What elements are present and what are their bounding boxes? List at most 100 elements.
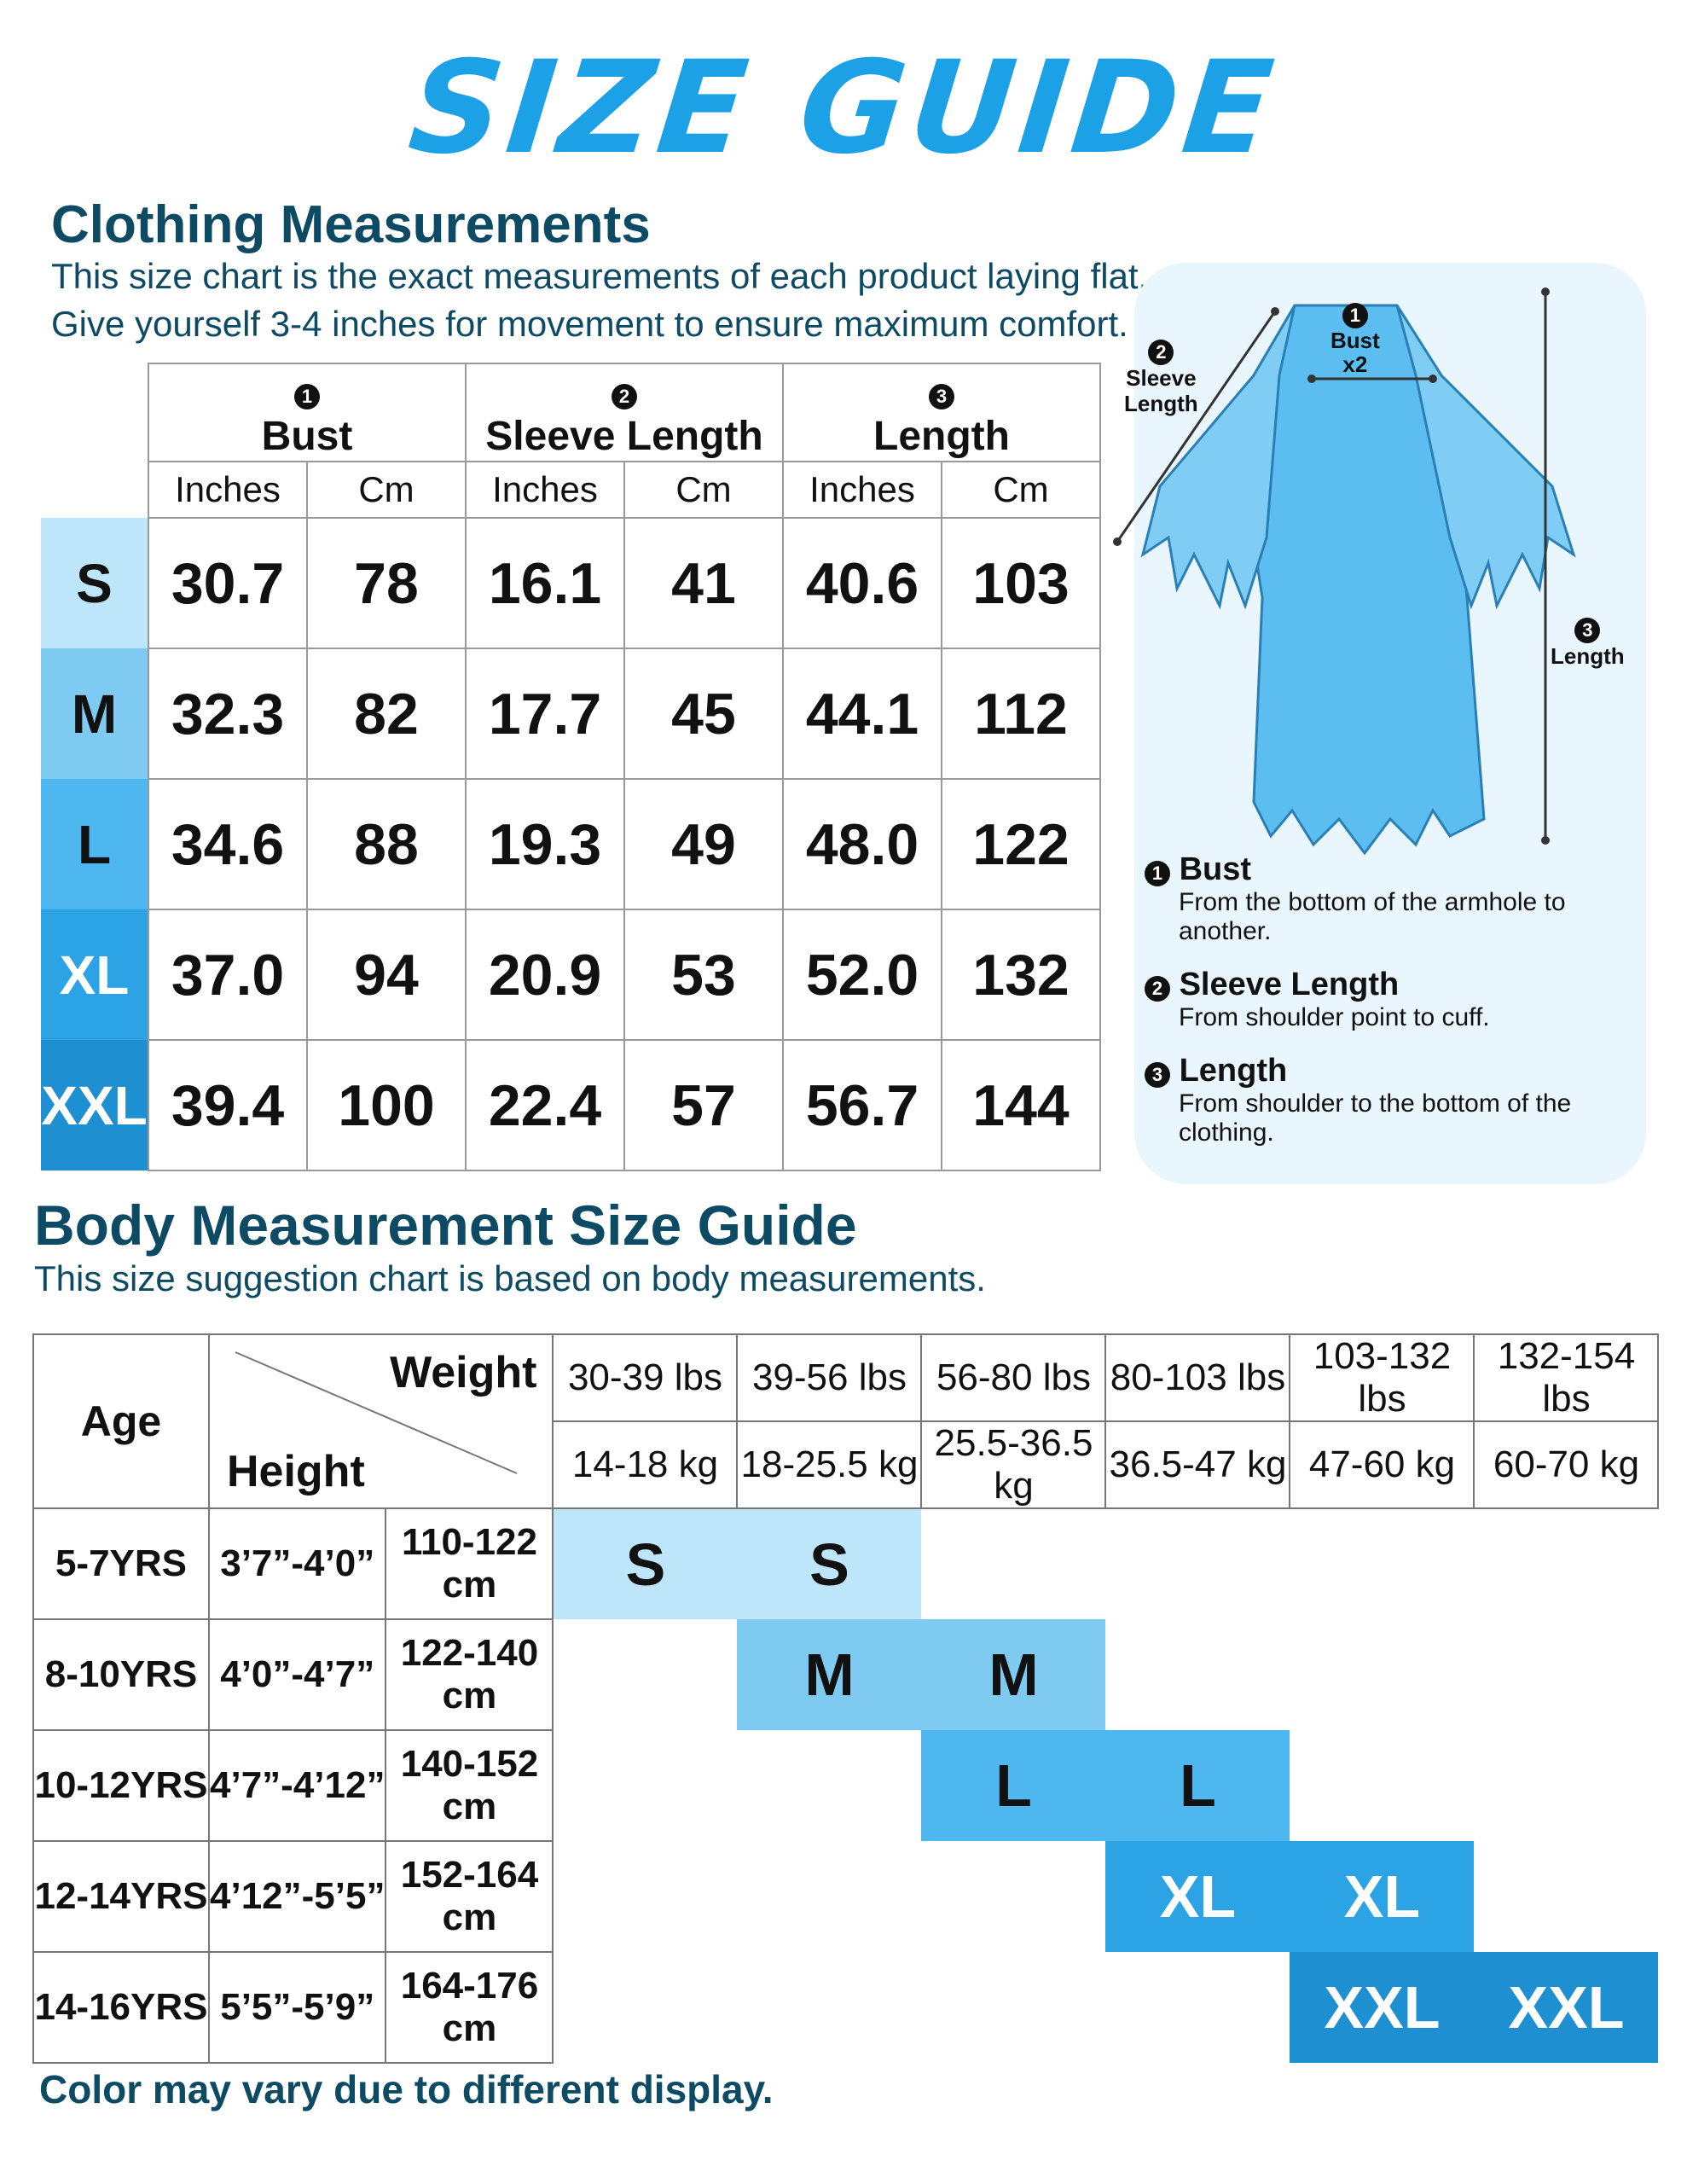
table-cell: 19.3: [465, 778, 625, 910]
definition-title: Bust: [1179, 851, 1252, 887]
table-row: 10-12YRS 4’7”-4’12” 140-152 cm L L: [32, 1729, 1658, 1842]
table-row: 8-10YRS 4’0”-4’7” 122-140 cm M M: [32, 1618, 1658, 1731]
empty-cell: [553, 1730, 737, 1841]
size-label: L: [41, 779, 148, 909]
weight-lbs-header: 30-39 lbs: [552, 1333, 739, 1422]
empty-cell: [737, 1952, 921, 2063]
definition-desc: From shoulder point to cuff.: [1179, 1003, 1490, 1031]
empty-cell: [737, 1730, 921, 1841]
length-header-label: Length: [873, 413, 1010, 459]
weight-lbs-header: 39-56 lbs: [736, 1333, 923, 1422]
table-row: 5-7YRS 3’7”-4’0” 110-122 cm S S: [32, 1507, 1658, 1620]
height-ft-cell: 4’12”-5’5”: [207, 1840, 387, 1953]
sleeve-header: 2 Sleeve Length: [465, 363, 784, 462]
size-cell: S: [737, 1508, 922, 1619]
size-cell: M: [737, 1619, 922, 1730]
definitions-list: 1 Bust From the bottom of the armhole to…: [1145, 851, 1648, 1147]
age-cell: 5-7YRS: [32, 1507, 210, 1620]
empty-cell: [1474, 1619, 1658, 1730]
height-cm-cell: 164-176 cm: [385, 1951, 554, 2064]
table-cell: 53: [623, 909, 784, 1041]
table-row: M 32.3 82 17.7 45 44.1 112: [41, 648, 1101, 780]
unit-header: Cm: [941, 461, 1101, 519]
empty-cell: [553, 1619, 737, 1730]
bust-multiplier: x2: [1342, 351, 1368, 377]
table-cell: 144: [941, 1039, 1101, 1171]
sleeve-text-2: Length: [1124, 391, 1198, 416]
age-header: Age: [32, 1333, 210, 1509]
table-cell: 94: [306, 909, 467, 1041]
table-cell: 78: [306, 517, 467, 649]
size-label: S: [41, 518, 148, 648]
body-subtitle: This size suggestion chart is based on b…: [34, 1258, 986, 1298]
empty-cell: [1474, 1841, 1658, 1952]
height-ft-cell: 3’7”-4’0”: [207, 1507, 387, 1620]
definition-item: 1 Bust From the bottom of the armhole to…: [1145, 851, 1648, 946]
dress-illustration: [1113, 288, 1576, 856]
weight-kg-header: 25.5-36.5 kg: [920, 1420, 1107, 1509]
diagram-sleeve-label: 2 Sleeve Length: [1124, 338, 1198, 416]
empty-cell: [1474, 1508, 1658, 1619]
size-cell: XXL: [1290, 1952, 1475, 2063]
bust-header: 1 Bust: [148, 363, 467, 462]
unit-header: Inches: [148, 461, 308, 519]
age-cell: 12-14YRS: [32, 1840, 210, 1953]
table-cell: 82: [306, 648, 467, 780]
diagram-bust-badge: 1: [1342, 303, 1368, 328]
bust-header-label: Bust: [261, 413, 353, 459]
weight-kg-header: 36.5-47 kg: [1104, 1420, 1291, 1509]
weight-kg-header: 60-70 kg: [1473, 1420, 1660, 1509]
bust-number-badge: 1: [294, 383, 320, 410]
empty-cell: [737, 1841, 921, 1952]
table-cell: 39.4: [148, 1039, 308, 1171]
table-cell: 17.7: [465, 648, 625, 780]
table-cell: 57: [623, 1039, 784, 1171]
weight-lbs-header: 56-80 lbs: [920, 1333, 1107, 1422]
weight-lbs-header: 80-103 lbs: [1104, 1333, 1291, 1422]
empty-cell: [921, 1508, 1105, 1619]
height-cm-cell: 110-122 cm: [385, 1507, 554, 1620]
unit-header: Inches: [782, 461, 942, 519]
length-text: Length: [1551, 643, 1625, 669]
sleeve-header-label: Sleeve Length: [485, 413, 763, 459]
definition-desc: From shoulder to the bottom of the cloth…: [1179, 1089, 1572, 1147]
height-ft-cell: 5’5”-5’9”: [207, 1951, 387, 2064]
height-cm-cell: 122-140 cm: [385, 1618, 554, 1731]
weight-kg-header: 18-25.5 kg: [736, 1420, 923, 1509]
table-row: 14-16YRS 5’5”-5’9” 164-176 cm XXL XXL: [32, 1951, 1659, 2064]
table-row: S 30.7 78 16.1 41 40.6 103: [41, 517, 1101, 649]
empty-cell: [1105, 1952, 1290, 2063]
definition-badge: 1: [1145, 861, 1170, 886]
length-number-badge: 3: [929, 383, 954, 410]
sleeve-number-badge: 2: [612, 383, 637, 410]
unit-header: Cm: [623, 461, 784, 519]
diagonal-divider: [235, 1351, 518, 1474]
definition-desc: From the bottom of the armhole to anothe…: [1179, 888, 1566, 945]
size-cell: S: [553, 1508, 738, 1619]
size-cell: L: [921, 1730, 1106, 1841]
table-row: XXL 39.4 100 22.4 57 56.7 144: [41, 1039, 1101, 1171]
table-cell: 37.0: [148, 909, 308, 1041]
table-row: 12-14YRS 4’12”-5’5” 152-164 cm XL XL: [32, 1840, 1658, 1953]
age-cell: 8-10YRS: [32, 1618, 210, 1731]
table-cell: 20.9: [465, 909, 625, 1041]
weight-lbs-header: 103-132 lbs: [1289, 1333, 1475, 1422]
age-cell: 10-12YRS: [32, 1729, 210, 1842]
unit-header: Cm: [306, 461, 467, 519]
weight-kg-header: 14-18 kg: [552, 1420, 739, 1509]
table-cell: 16.1: [465, 517, 625, 649]
height-label: Height: [227, 1447, 365, 1496]
definition-badge: 2: [1145, 976, 1170, 1002]
empty-cell: [1474, 1730, 1658, 1841]
size-label: M: [41, 648, 148, 779]
clothing-subtitle-2: Give yourself 3-4 inches for movement to…: [51, 304, 1128, 344]
body-table: Age Weight Height 30-39 lbs 39-56 lbs 56…: [32, 1333, 1660, 2064]
page-title: SIZE GUIDE: [403, 34, 1284, 183]
table-cell: 34.6: [148, 778, 308, 910]
definition-item: 3 Length From shoulder to the bottom of …: [1145, 1053, 1648, 1147]
table-cell: 49: [623, 778, 784, 910]
definition-title: Length: [1179, 1053, 1288, 1089]
table-cell: 30.7: [148, 517, 308, 649]
table-cell: 48.0: [782, 778, 942, 910]
weight-lbs-header: 132-154 lbs: [1473, 1333, 1660, 1422]
